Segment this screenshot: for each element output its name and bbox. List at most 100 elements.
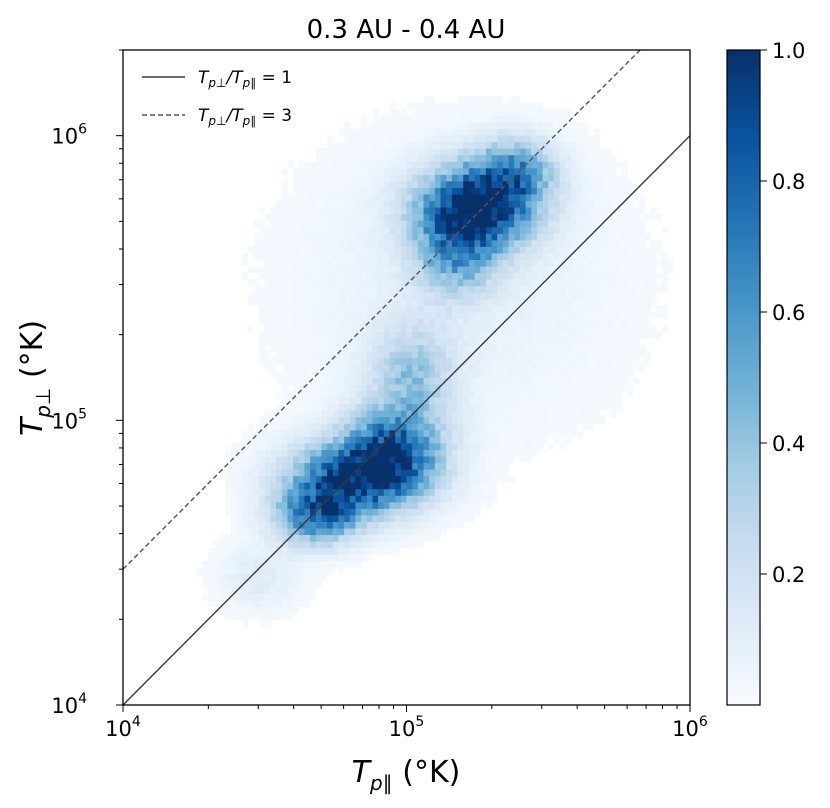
heatmap-cell	[276, 600, 283, 608]
heatmap-cell	[587, 181, 595, 188]
heatmap-cell	[457, 462, 464, 470]
heatmap-cell	[208, 593, 215, 601]
heatmap-cell	[383, 239, 390, 247]
heatmap-cell	[293, 501, 300, 509]
heatmap-cell	[491, 108, 498, 116]
heatmap-cell	[327, 266, 334, 274]
heatmap-cell	[219, 587, 226, 595]
heatmap-cell	[463, 181, 470, 188]
heatmap-cell	[389, 377, 396, 385]
heatmap-cell	[497, 312, 504, 319]
heatmap-cell	[519, 174, 526, 182]
heatmap-cell	[570, 200, 577, 208]
heatmap-cell	[281, 606, 288, 614]
heatmap-cell	[293, 488, 300, 496]
heatmap-cell	[287, 456, 294, 464]
heatmap-cell	[361, 154, 368, 162]
heatmap-cell	[576, 266, 583, 274]
heatmap-cell	[542, 220, 549, 228]
heatmap-cell	[661, 266, 668, 274]
heatmap-cell	[446, 122, 453, 129]
heatmap-cell	[321, 436, 328, 444]
heatmap-cell	[485, 318, 492, 326]
heatmap-cell	[497, 403, 504, 411]
heatmap-cell	[463, 318, 470, 326]
heatmap-cell	[519, 384, 526, 391]
heatmap-cell	[480, 370, 487, 378]
heatmap-cell	[650, 207, 657, 215]
heatmap-cell	[338, 515, 345, 522]
heatmap-cell	[593, 292, 600, 300]
heatmap-cell	[423, 534, 430, 542]
heatmap-cell	[366, 285, 373, 293]
heatmap-cell	[633, 305, 640, 313]
heatmap-cell	[242, 606, 249, 614]
heatmap-cell	[412, 534, 419, 542]
heatmap-cell	[531, 338, 538, 346]
heatmap-cell	[202, 580, 209, 588]
heatmap-cell	[355, 266, 362, 274]
heatmap-cell	[304, 181, 311, 188]
heatmap-cell	[440, 495, 447, 503]
heatmap-cell	[287, 587, 294, 595]
heatmap-cell	[548, 305, 555, 313]
heatmap-cell	[417, 331, 424, 339]
heatmap-cell	[468, 488, 475, 496]
heatmap-cell	[327, 167, 334, 175]
heatmap-cell	[480, 226, 487, 234]
heatmap-cell	[400, 161, 407, 169]
heatmap-cell	[372, 475, 379, 483]
heatmap-cell	[310, 338, 317, 346]
heatmap-cell	[344, 181, 351, 188]
heatmap-cell	[446, 325, 453, 333]
heatmap-cell	[491, 331, 498, 339]
heatmap-cell	[542, 167, 549, 175]
heatmap-cell	[389, 122, 396, 129]
heatmap-cell	[253, 292, 260, 300]
heatmap-cell	[321, 318, 328, 326]
heatmap-cell	[366, 259, 373, 267]
heatmap-cell	[338, 423, 345, 431]
heatmap-cell	[531, 312, 538, 319]
heatmap-cell	[372, 207, 379, 215]
heatmap-cell	[514, 220, 521, 228]
heatmap-cell	[565, 246, 572, 254]
heatmap-cell	[480, 154, 487, 162]
heatmap-cell	[423, 318, 430, 326]
heatmap-cell	[610, 403, 617, 411]
heatmap-cell	[242, 449, 249, 457]
heatmap-cell	[633, 226, 640, 234]
heatmap-cell	[463, 239, 470, 247]
heatmap-cell	[451, 128, 458, 136]
heatmap-cell	[514, 377, 521, 385]
heatmap-cell	[610, 318, 617, 326]
heatmap-cell	[570, 338, 577, 346]
heatmap-cell	[395, 338, 402, 346]
heatmap-cell	[304, 233, 311, 241]
heatmap-cell	[304, 220, 311, 228]
heatmap-cell	[604, 325, 612, 333]
heatmap-cell	[259, 226, 266, 234]
heatmap-cell	[293, 246, 300, 254]
heatmap-cell	[259, 567, 266, 575]
heatmap-cell	[304, 515, 311, 522]
heatmap-cell	[474, 443, 481, 450]
heatmap-cell	[650, 259, 657, 267]
heatmap-cell	[366, 141, 373, 149]
heatmap-cell	[344, 501, 351, 509]
heatmap-cell	[276, 305, 283, 313]
heatmap-cell	[400, 292, 407, 300]
heatmap-cell	[293, 560, 300, 568]
heatmap-cell	[417, 456, 424, 464]
heatmap-cell	[327, 410, 334, 418]
heatmap-cell	[253, 449, 260, 457]
heatmap-cell	[378, 161, 385, 169]
heatmap-cell	[315, 279, 322, 287]
heatmap-cell	[502, 423, 509, 431]
heatmap-cell	[406, 397, 413, 405]
heatmap-cell	[531, 115, 538, 123]
heatmap-cell	[327, 443, 334, 450]
heatmap-cell	[604, 397, 612, 405]
heatmap-cell	[230, 600, 237, 608]
heatmap-cell	[219, 580, 226, 588]
